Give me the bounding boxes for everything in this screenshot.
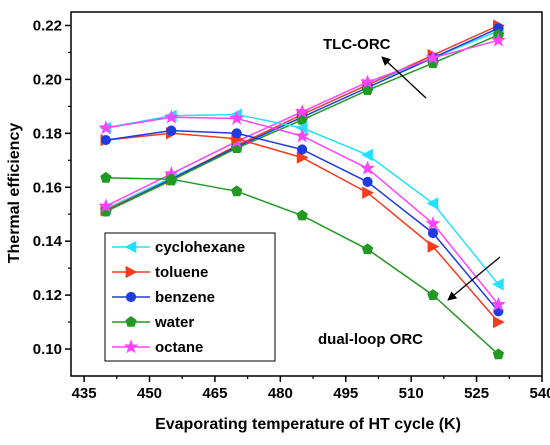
data-point — [427, 289, 439, 301]
data-point — [492, 315, 505, 329]
x-tick-label: 465 — [202, 385, 227, 402]
data-point — [100, 171, 112, 183]
y-tick-label: 0.22 — [33, 17, 62, 34]
annotation-dual-loop-orc: dual-loop ORC — [318, 331, 423, 348]
legend-label: toluene — [155, 264, 208, 281]
data-point — [231, 128, 242, 139]
data-point — [123, 339, 139, 354]
data-point — [125, 291, 137, 303]
x-tick-label: 540 — [529, 385, 550, 402]
annotation-tlc-orc: TLC-ORC — [323, 36, 391, 53]
ticks-layer: 435 450 465 480 495 510 525 540 0.10 0.12 0.14 0.16… — [33, 17, 550, 402]
series-layer — [98, 19, 506, 360]
y-tick-label: 0.14 — [33, 233, 63, 250]
data-point — [492, 348, 505, 360]
x-axis-title: Evaporating temperature of HT cycle (K) — [155, 416, 461, 433]
data-point — [361, 243, 374, 255]
y-tick-label: 0.20 — [33, 71, 62, 88]
y-tick-label: 0.12 — [33, 287, 62, 304]
x-tick-label: 480 — [268, 385, 293, 402]
data-point — [297, 144, 308, 155]
data-point — [166, 125, 177, 136]
data-point — [229, 110, 245, 125]
y-tick-label: 0.18 — [33, 125, 62, 142]
y-axis-title: Thermal efficiency — [6, 123, 23, 264]
data-point — [360, 160, 375, 175]
data-point — [361, 148, 373, 162]
data-point — [165, 173, 177, 185]
annotation-layer: TLC-ORC dual-loop ORC — [318, 36, 501, 348]
data-point — [491, 296, 506, 311]
data-point — [100, 134, 111, 146]
x-tick-label: 450 — [137, 385, 162, 402]
annotation-arrow — [381, 56, 427, 99]
data-point — [425, 50, 441, 65]
legend-label: water — [154, 314, 194, 331]
x-tick-label: 510 — [399, 385, 424, 402]
data-point — [124, 240, 137, 254]
data-point — [360, 74, 375, 89]
data-point — [231, 185, 243, 197]
legend-label: octane — [155, 339, 203, 356]
data-point — [425, 215, 441, 230]
y-tick-label: 0.10 — [33, 341, 62, 358]
data-point — [362, 186, 374, 199]
data-point — [125, 316, 137, 327]
data-point — [427, 240, 440, 253]
data-point — [163, 109, 179, 124]
data-point — [426, 197, 439, 210]
data-point — [98, 198, 114, 213]
data-point — [98, 120, 114, 135]
data-point — [125, 265, 138, 279]
data-point — [362, 176, 373, 187]
axes-layer — [70, 11, 543, 377]
data-point — [427, 228, 439, 239]
data-point — [491, 32, 506, 47]
data-point — [294, 128, 310, 143]
data-point — [294, 104, 310, 119]
legend-label: cyclohexane — [155, 239, 245, 256]
legend-label: benzene — [155, 289, 215, 306]
data-point — [296, 151, 309, 164]
legend: cyclohexane toluene benzene water octane — [104, 232, 276, 362]
annotation-arrow — [447, 256, 501, 301]
x-tick-label: 525 — [464, 385, 489, 402]
data-point — [492, 278, 504, 291]
data-point — [296, 209, 308, 221]
x-tick-label: 435 — [72, 385, 97, 402]
plot-frame — [70, 11, 543, 377]
x-tick-label: 495 — [333, 385, 358, 402]
y-tick-label: 0.16 — [33, 179, 62, 196]
